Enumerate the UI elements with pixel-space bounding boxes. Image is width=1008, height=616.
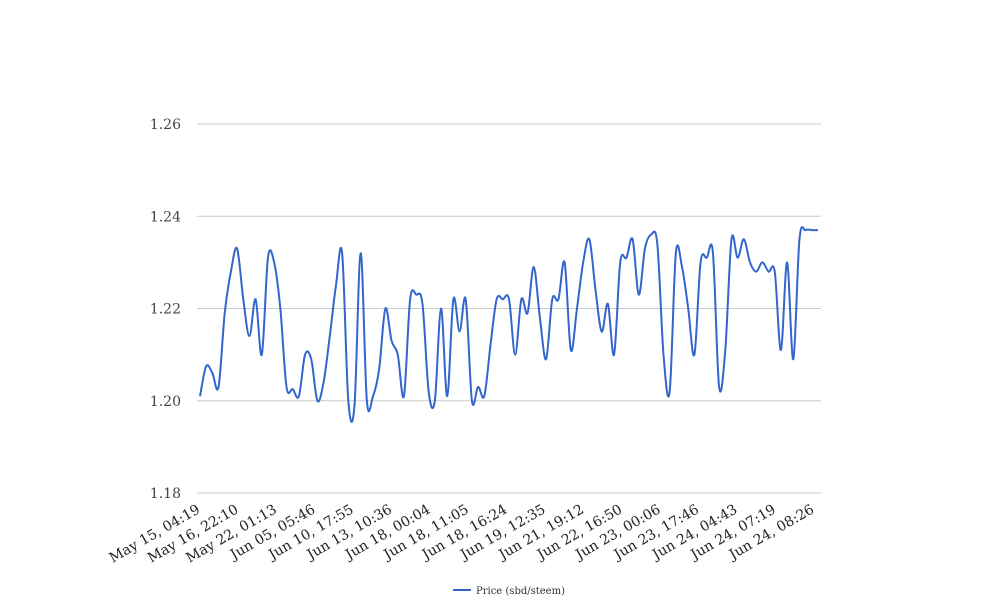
y-tick-label: 1.24 (150, 209, 181, 225)
legend: Price (sbd/steem) (453, 586, 565, 597)
y-axis-ticks: 1.18 1.20 1.22 1.24 1.26 (150, 117, 181, 502)
y-tick-label: 1.22 (150, 302, 181, 318)
legend-label: Price (sbd/steem) (476, 586, 565, 597)
y-tick-label: 1.18 (150, 486, 181, 502)
y-tick-label: 1.26 (150, 117, 181, 133)
y-tick-label: 1.20 (150, 394, 181, 410)
gridlines (197, 123, 821, 494)
series-lines (199, 226, 819, 423)
series-line (199, 226, 819, 423)
